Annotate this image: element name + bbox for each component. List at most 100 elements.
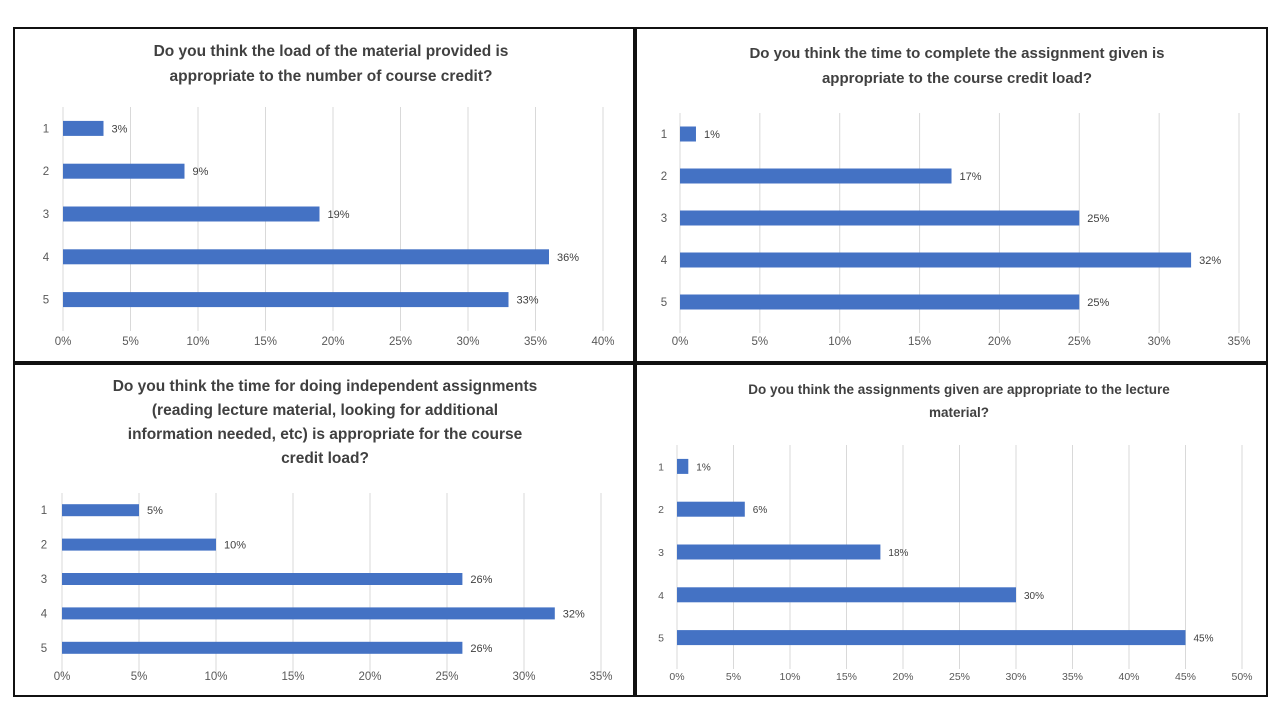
data-label: 6%	[753, 505, 768, 516]
y-category-label: 5	[658, 633, 664, 645]
x-tick-label: 5%	[122, 336, 139, 348]
chart-independent-assignments: Do you think the time for doing independ…	[41, 378, 613, 683]
data-label: 10%	[224, 540, 246, 552]
bar	[677, 587, 1016, 603]
bar	[62, 504, 139, 517]
y-category-label: 4	[43, 252, 50, 264]
x-tick-label: 0%	[672, 336, 689, 348]
chart-assignments-appropriate: Do you think the assignments given are a…	[658, 382, 1252, 683]
data-label: 1%	[704, 129, 720, 141]
y-category-label: 1	[41, 505, 47, 517]
x-tick-label: 20%	[988, 336, 1011, 348]
chart-title-line: credit load?	[281, 450, 369, 467]
chart-title-line: appropriate to the number of course cred…	[170, 68, 493, 85]
x-tick-label: 0%	[54, 671, 71, 683]
data-label: 36%	[557, 252, 579, 264]
x-tick-label: 5%	[726, 671, 741, 683]
chart-panel-load-of-material: Do you think the load of the material pr…	[13, 27, 635, 363]
x-tick-label: 40%	[591, 336, 614, 348]
chart-load-of-material: Do you think the load of the material pr…	[43, 43, 615, 348]
x-tick-label: 20%	[358, 671, 381, 683]
bar	[63, 163, 185, 179]
x-tick-label: 30%	[1005, 671, 1026, 683]
bar	[62, 573, 463, 585]
y-category-label: 2	[658, 504, 664, 516]
x-tick-label: 15%	[254, 336, 277, 348]
y-category-label: 2	[41, 540, 47, 552]
x-tick-label: 25%	[435, 671, 458, 683]
y-category-label: 4	[658, 590, 664, 602]
y-category-label: 3	[658, 547, 664, 559]
bar	[677, 458, 689, 474]
y-category-label: 5	[661, 297, 667, 309]
y-category-label: 1	[661, 129, 667, 141]
data-label: 18%	[888, 548, 908, 559]
chart-panel-time-to-complete: Do you think the time to complete the as…	[635, 27, 1268, 363]
x-tick-label: 0%	[669, 671, 684, 683]
data-label: 26%	[470, 574, 492, 586]
bar	[680, 126, 696, 142]
x-tick-label: 10%	[779, 671, 800, 683]
chart-title-line: Do you think the time for doing independ…	[113, 378, 538, 395]
y-category-label: 1	[658, 461, 664, 473]
data-label: 19%	[328, 209, 350, 221]
x-tick-label: 35%	[1227, 336, 1250, 348]
x-tick-label: 35%	[524, 336, 547, 348]
y-category-label: 4	[661, 255, 668, 267]
x-tick-label: 15%	[836, 671, 857, 683]
data-label: 30%	[1024, 591, 1044, 602]
bar	[677, 630, 1186, 646]
bar	[62, 607, 555, 620]
chart-title-line: material?	[929, 405, 989, 420]
chart-panel-independent-assignments: Do you think the time for doing independ…	[13, 363, 635, 697]
x-tick-label: 30%	[456, 336, 479, 348]
x-tick-label: 25%	[389, 336, 412, 348]
data-label: 17%	[960, 171, 982, 183]
x-tick-label: 5%	[752, 336, 769, 348]
data-label: 25%	[1087, 213, 1109, 225]
chart-title-line: appropriate to the course credit load?	[822, 70, 1092, 87]
y-category-label: 4	[41, 608, 48, 620]
data-label: 45%	[1194, 634, 1214, 645]
x-tick-label: 40%	[1118, 671, 1139, 683]
bar	[677, 501, 745, 517]
x-tick-label: 35%	[1062, 671, 1083, 683]
chart-panel-assignments-appropriate: Do you think the assignments given are a…	[635, 363, 1268, 697]
chart-time-to-complete: Do you think the time to complete the as…	[661, 45, 1251, 348]
chart-title-line: Do you think the load of the material pr…	[154, 43, 509, 60]
bar	[677, 544, 881, 560]
bar	[62, 641, 463, 654]
bar	[680, 168, 952, 184]
data-label: 33%	[517, 295, 539, 307]
y-category-label: 1	[43, 123, 49, 135]
data-label: 5%	[147, 505, 163, 517]
chart-title-line: Do you think the assignments given are a…	[748, 382, 1170, 397]
bar	[680, 252, 1192, 268]
y-category-label: 5	[41, 643, 47, 655]
y-category-label: 2	[661, 171, 667, 183]
data-label: 32%	[1199, 255, 1221, 267]
bar	[63, 249, 549, 265]
data-label: 32%	[563, 608, 585, 620]
data-label: 26%	[470, 643, 492, 655]
x-tick-label: 0%	[55, 336, 72, 348]
x-tick-label: 15%	[281, 671, 304, 683]
bar	[62, 538, 216, 551]
x-tick-label: 35%	[589, 671, 612, 683]
data-label: 1%	[696, 462, 711, 473]
y-category-label: 3	[41, 574, 47, 586]
x-tick-label: 10%	[204, 671, 227, 683]
y-category-label: 3	[43, 209, 49, 221]
y-category-label: 3	[661, 213, 667, 225]
bar	[680, 210, 1080, 226]
data-label: 25%	[1087, 297, 1109, 309]
x-tick-label: 5%	[131, 671, 148, 683]
x-tick-label: 50%	[1231, 671, 1252, 683]
data-label: 9%	[193, 166, 209, 178]
bar	[63, 206, 320, 222]
x-tick-label: 10%	[828, 336, 851, 348]
x-tick-label: 30%	[1148, 336, 1171, 348]
bar	[680, 294, 1080, 310]
bar	[63, 120, 104, 136]
x-tick-label: 25%	[949, 671, 970, 683]
